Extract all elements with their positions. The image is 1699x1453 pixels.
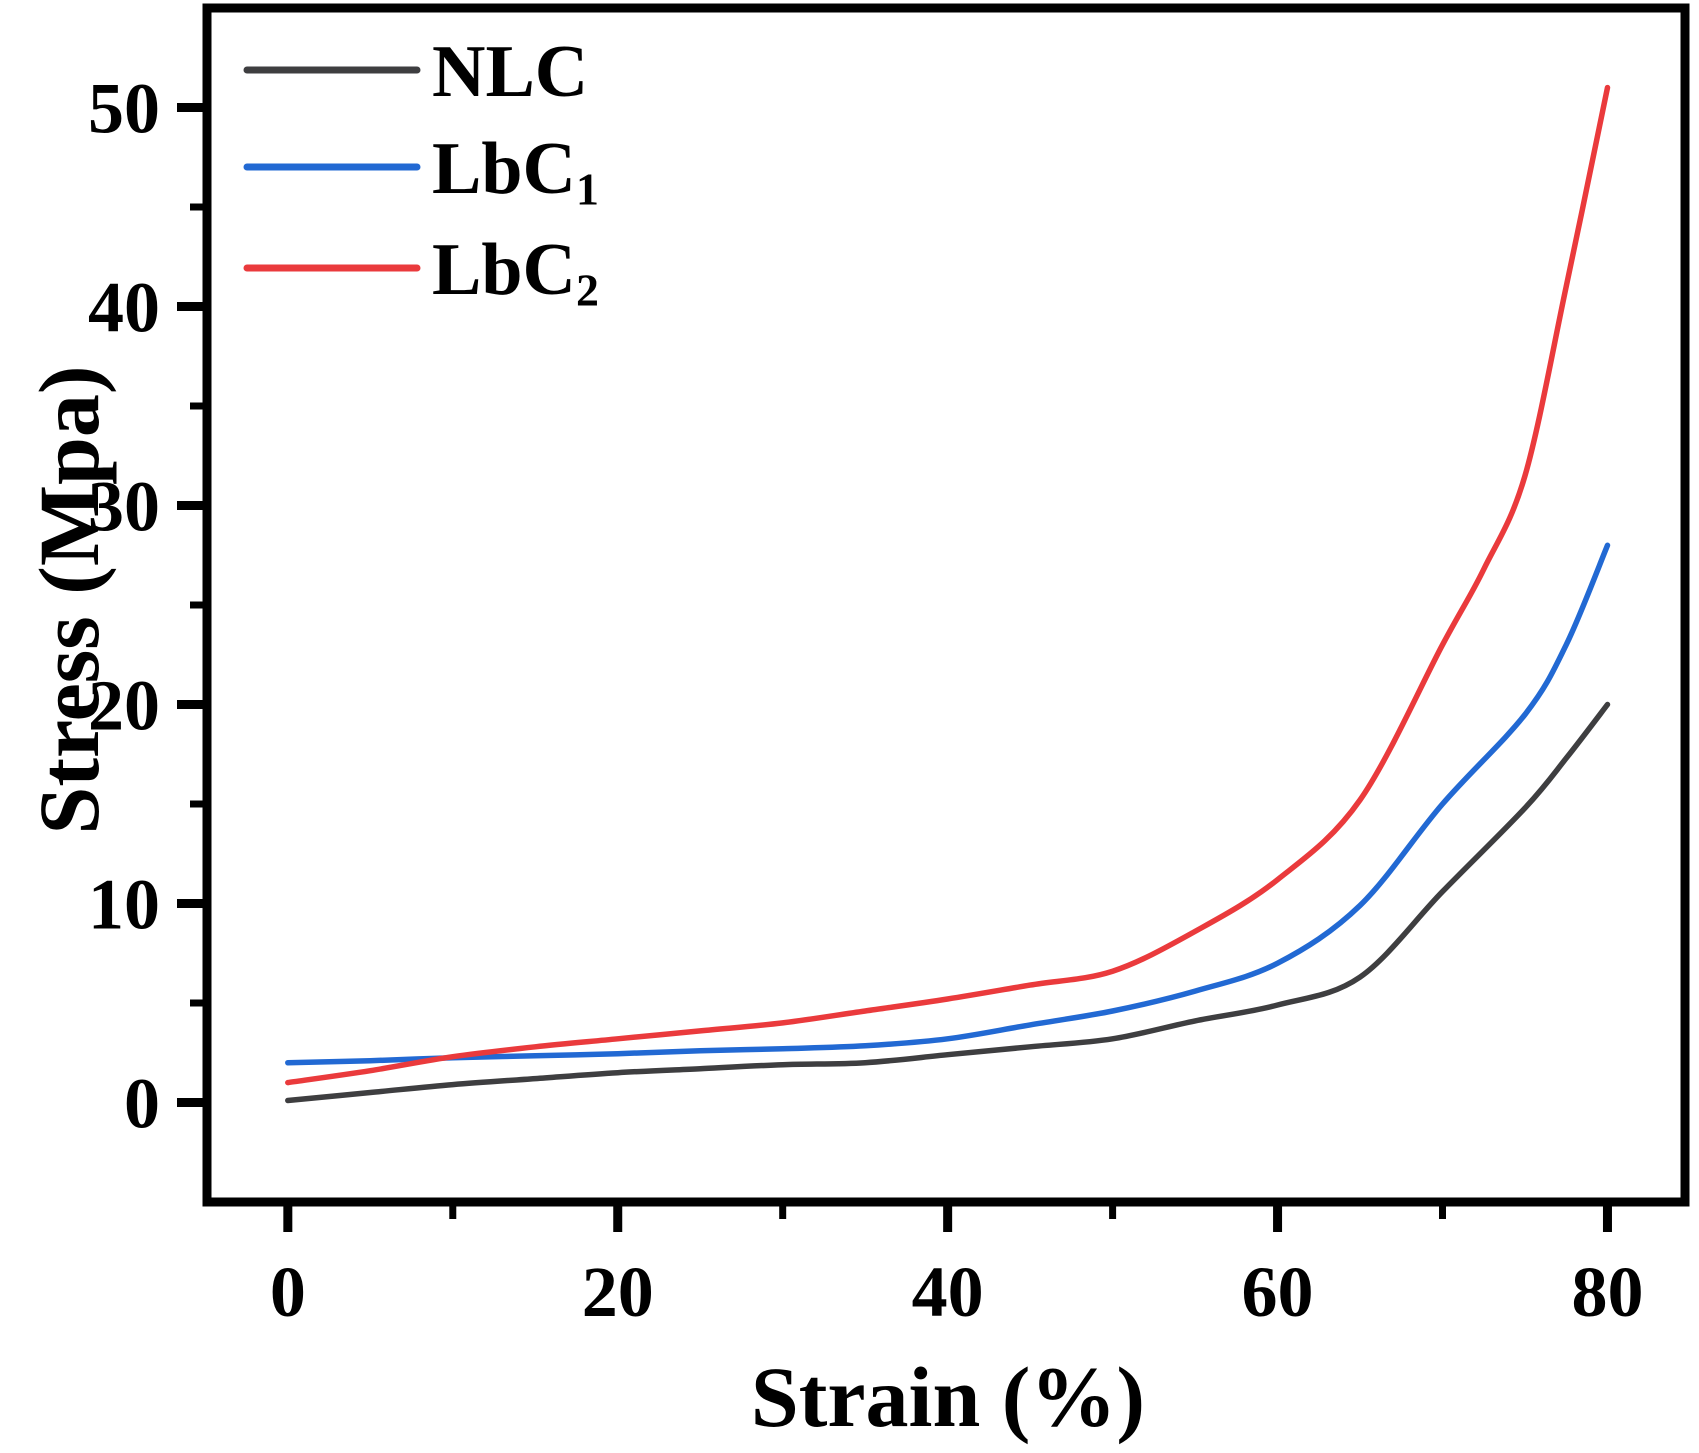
- y-tick-label: 40: [88, 268, 160, 348]
- y-tick-label: 0: [124, 1064, 160, 1144]
- x-tick-label: 20: [582, 1252, 654, 1332]
- series-line-NLC: [285, 701, 1611, 1104]
- y-axis-title: Stress (Mpa): [21, 366, 117, 835]
- legend-label-LbC2: LbC2: [432, 229, 599, 315]
- y-tick-label: 20: [88, 666, 160, 746]
- x-tick-label: 40: [912, 1252, 984, 1332]
- series-line-LbC1: [285, 542, 1611, 1066]
- legend-label-NLC: NLC: [432, 31, 588, 113]
- x-tick-label: 80: [1571, 1252, 1643, 1332]
- y-tick-label: 30: [88, 467, 160, 547]
- x-axis-title: Strain (%): [751, 1349, 1145, 1445]
- x-tick-label: 0: [270, 1252, 306, 1332]
- y-tick-label: 10: [88, 865, 160, 945]
- x-tick-label: 60: [1242, 1252, 1314, 1332]
- legend-label-LbC1: LbC1: [432, 128, 599, 214]
- y-tick-label: 50: [88, 69, 160, 149]
- series-line-LbC2: [285, 84, 1611, 1086]
